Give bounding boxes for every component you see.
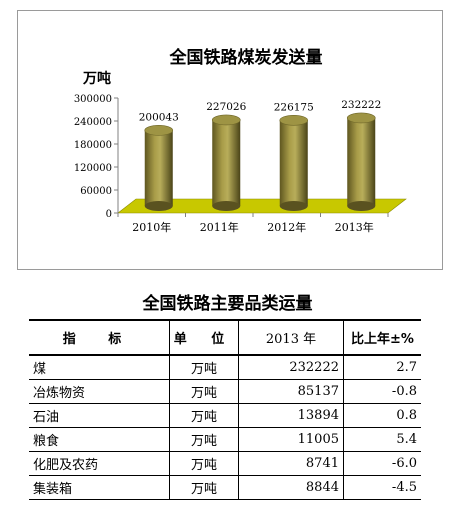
row-unit: 万吨 — [169, 403, 239, 428]
y-tick-label: 120000 — [74, 163, 112, 174]
bar-data-label: 232222 — [341, 99, 381, 111]
row-value: 8844 — [238, 475, 344, 500]
row-change: -4.5 — [343, 475, 421, 500]
header-year: 2013 年 — [238, 319, 344, 356]
row-unit: 万吨 — [169, 355, 239, 380]
row-value: 11005 — [238, 427, 344, 452]
y-tick-label: 180000 — [74, 140, 112, 151]
row-change: 0.8 — [343, 403, 421, 428]
row-value: 13894 — [238, 403, 344, 428]
bar-base — [144, 201, 173, 211]
row-change: 2.7 — [343, 355, 421, 380]
table-row: 冶炼物资 万吨 85137 -0.8 — [29, 379, 421, 404]
row-name: 冶炼物资 — [29, 379, 170, 404]
row-unit: 万吨 — [169, 427, 239, 452]
x-tick-label: 2010年 — [132, 220, 171, 234]
y-axis-label: 万吨 — [82, 70, 111, 87]
chart-svg: 全国铁路煤炭发送量 万吨 0 60000 120000 180000 240000 300… — [74, 47, 407, 234]
row-name: 粮食 — [29, 427, 170, 452]
bar-data-label: 200043 — [139, 111, 179, 123]
x-tick-label: 2012年 — [267, 220, 306, 234]
table-header-row: 指 标 单 位 2013 年 比上年±% — [29, 319, 421, 356]
row-value: 232222 — [238, 355, 344, 380]
table-row: 粮食 万吨 11005 5.4 — [29, 427, 421, 452]
bar-body — [212, 119, 241, 206]
table-row: 化肥及农药 万吨 8741 -6.0 — [29, 451, 421, 476]
table-row: 石油 万吨 13894 0.8 — [29, 403, 421, 428]
row-name: 石油 — [29, 403, 170, 428]
header-indicator: 指 标 — [29, 319, 170, 356]
row-value: 85137 — [238, 379, 344, 404]
row-value: 8741 — [238, 451, 344, 476]
row-unit: 万吨 — [169, 451, 239, 476]
row-name: 化肥及农药 — [29, 451, 170, 476]
bar-base — [347, 201, 376, 211]
data-table: 指 标 单 位 2013 年 比上年±% 煤 万吨 232222 2.7 冶炼物… — [29, 319, 421, 500]
table-row: 煤 万吨 232222 2.7 — [29, 355, 421, 380]
row-change: 5.4 — [343, 427, 421, 452]
header-unit: 单 位 — [169, 319, 239, 356]
bar-data-label: 227026 — [206, 101, 246, 113]
bar-top — [346, 112, 376, 124]
x-tick-label: 2011年 — [200, 220, 239, 234]
table-row: 集装箱 万吨 8844 -4.5 — [29, 475, 421, 500]
y-tick-label: 240000 — [74, 117, 112, 128]
bar-top — [279, 114, 309, 126]
row-change: -0.8 — [343, 379, 421, 404]
bar-base — [279, 201, 308, 211]
bar-data-label: 226175 — [274, 101, 314, 113]
row-change: -6.0 — [343, 451, 421, 476]
table-title: 全国铁路主要品类运量 — [142, 294, 313, 314]
bar-base — [212, 201, 241, 211]
row-unit: 万吨 — [169, 379, 239, 404]
row-name: 集装箱 — [29, 475, 170, 500]
chart-panel: 全国铁路煤炭发送量 万吨 0 60000 120000 180000 240000 300… — [17, 10, 443, 270]
row-unit: 万吨 — [169, 475, 239, 500]
y-tick-label: 60000 — [80, 186, 112, 197]
chart-floor — [117, 198, 407, 214]
bar-body — [144, 130, 173, 206]
chart-title: 全国铁路煤炭发送量 — [169, 47, 323, 68]
bar-top — [144, 125, 174, 136]
y-tick-label: 0 — [106, 209, 112, 220]
bar-body — [279, 120, 308, 206]
bar-body — [347, 117, 376, 206]
row-name: 煤 — [29, 355, 170, 380]
header-change: 比上年±% — [343, 319, 421, 356]
y-tick-label: 300000 — [74, 94, 112, 105]
x-tick-label: 2013年 — [335, 220, 374, 234]
bar-top — [211, 114, 241, 126]
